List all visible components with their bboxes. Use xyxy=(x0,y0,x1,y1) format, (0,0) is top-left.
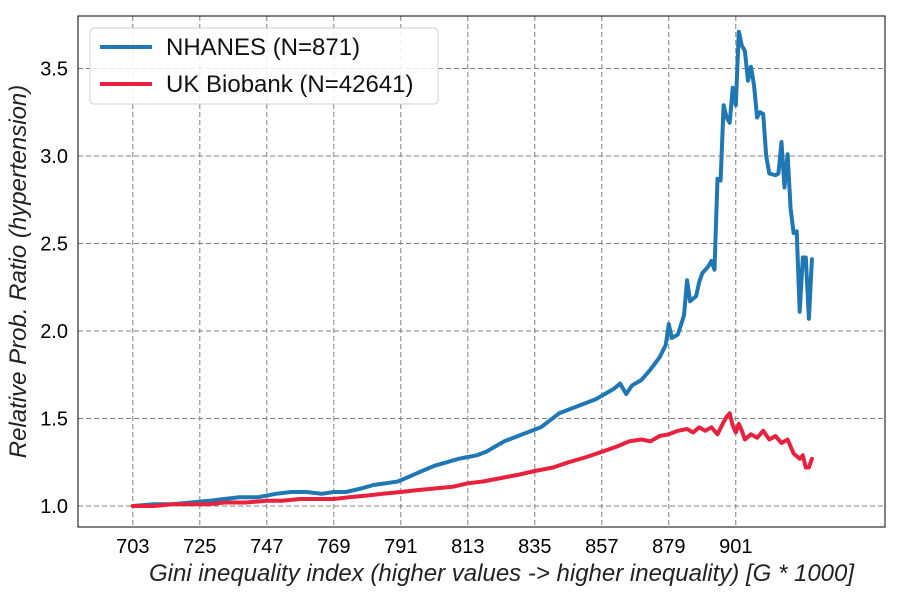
x-tick-label: 703 xyxy=(116,536,149,558)
y-tick-label: 2.5 xyxy=(40,234,68,256)
plot-frame xyxy=(77,15,886,528)
x-tick-label: 835 xyxy=(518,536,551,558)
y-tick-label: 1.0 xyxy=(40,496,68,518)
x-axis-title: Gini inequality index (higher values -> … xyxy=(149,560,855,587)
x-tick-label: 813 xyxy=(451,536,484,558)
y-tick-label: 2.0 xyxy=(40,321,68,343)
y-axis-title: Relative Prob. Ratio (hypertension) xyxy=(5,85,32,459)
series-line-uk-biobank xyxy=(130,411,814,508)
legend-label-nhanes: NHANES (N=871) xyxy=(166,34,360,61)
y-tick-label: 1.5 xyxy=(40,409,68,431)
legend-box xyxy=(89,27,439,105)
y-tick-label: 3.5 xyxy=(40,59,68,81)
x-tick-label: 791 xyxy=(384,536,417,558)
x-tick-label: 857 xyxy=(585,536,618,558)
legend: NHANES (N=871) UK Biobank (N=42641) xyxy=(89,27,439,105)
axis-ticks: 703 725 747 769 791 813 835 857 879 901 1.0 1.5 2.0 2… xyxy=(40,59,752,559)
plot-series xyxy=(130,29,814,508)
x-tick-label: 769 xyxy=(317,536,350,558)
series-line-nhanes xyxy=(130,29,814,508)
x-tick-label: 879 xyxy=(652,536,685,558)
x-tick-label: 901 xyxy=(719,536,752,558)
legend-label-uk-biobank: UK Biobank (N=42641) xyxy=(166,71,413,98)
x-tick-label: 747 xyxy=(250,536,283,558)
x-tick-label: 725 xyxy=(183,536,216,558)
y-tick-label: 3.0 xyxy=(40,146,68,168)
